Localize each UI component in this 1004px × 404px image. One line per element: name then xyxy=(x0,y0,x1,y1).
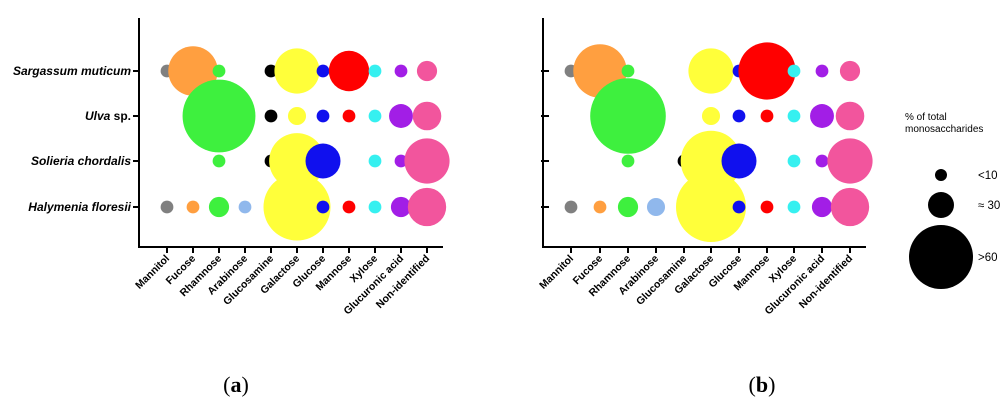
legend-bubble-2 xyxy=(928,192,954,218)
panel-b-bubble-sargassum-muticum-mannose xyxy=(738,42,796,100)
panel-b-bubble-halymenia-floresii-mannitol xyxy=(564,200,578,214)
panel-a-bubble-halymenia-floresii-arabinose xyxy=(238,200,252,214)
legend-title-line2: monosaccharides xyxy=(905,124,983,135)
panel-a-bubble-halymenia-floresii-rhamnose xyxy=(208,196,230,218)
panel-b-bubble-halymenia-floresii-fucose xyxy=(593,200,607,214)
panel-a-label: (a) xyxy=(223,372,249,397)
panel-b-bubble-ulva-glucuronic-acid xyxy=(810,104,834,128)
panel-a-bubble-ulva-glucuronic-acid xyxy=(389,104,413,128)
panel-b-bubble-halymenia-floresii-mannose xyxy=(760,200,774,214)
panel-a-bubble-solieria-chordalis-rhamnose xyxy=(212,154,226,168)
panel-a-bubble-sargassum-muticum-xylose xyxy=(368,64,382,78)
panel-a-bubble-sargassum-muticum-glucuronic-acid xyxy=(394,64,408,78)
panel-a-bubble-sargassum-muticum-glucosamine xyxy=(264,64,278,78)
panel-a-bubble-solieria-chordalis-xylose xyxy=(368,154,382,168)
panel-a-bubble-halymenia-floresii-glucuronic-acid xyxy=(390,196,412,218)
panel-a-bubble-halymenia-floresii-galactose xyxy=(263,173,331,241)
panel-b-bubble-halymenia-floresii-glucose xyxy=(732,200,746,214)
panel-a-bubble-halymenia-floresii-non-identified xyxy=(407,187,447,227)
legend-title-line1: % of total xyxy=(905,112,947,123)
legend-label-1: <10 xyxy=(978,170,998,182)
species-label-solieria-chordalis: Solieria chordalis xyxy=(31,154,131,168)
panel-b-bubble-halymenia-floresii-xylose xyxy=(787,200,801,214)
panel-a-bubble-sargassum-muticum-glucose xyxy=(316,64,330,78)
panel-b-category-label-mannitol: Mannitol xyxy=(537,253,576,292)
panel-b-bubble-sargassum-muticum-glucuronic-acid xyxy=(815,64,829,78)
panel-b-bubble-halymenia-floresii-glucuronic-acid xyxy=(811,196,833,218)
panel-b-bubble-halymenia-floresii-non-identified xyxy=(830,187,870,227)
panel-b-bubble-solieria-chordalis-non-identified xyxy=(827,138,873,184)
panel-a-category-label-mannitol: Mannitol xyxy=(133,253,172,292)
panel-b-bubble-solieria-chordalis-glucose xyxy=(721,143,757,179)
panel-a-bubble-ulva-non-identified xyxy=(412,101,442,131)
panel-b-bubble-sargassum-muticum-galactose xyxy=(688,48,734,94)
panel-b-bubble-ulva-non-identified xyxy=(835,101,865,131)
panel-a-bubble-sargassum-muticum-mannose xyxy=(328,50,370,92)
legend-label-2: ≈ 30 xyxy=(978,200,1000,212)
panel-a-bubble-solieria-chordalis-galactose xyxy=(269,133,325,189)
panel-a-bubble-ulva-xylose xyxy=(368,109,382,123)
panel-a-bubble-ulva-galactose xyxy=(287,106,307,126)
panel-b-chart: MannitolFucoseRhamnoseArabinoseGlucosami… xyxy=(537,18,873,397)
panel-a-bubble-halymenia-floresii-mannose xyxy=(342,200,356,214)
panel-b-bubble-ulva-rhamnose xyxy=(590,78,666,154)
panel-b-bubble-ulva-glucose xyxy=(732,109,746,123)
panel-a-bubble-halymenia-floresii-glucose xyxy=(316,200,330,214)
legend-bubble-1 xyxy=(935,169,947,181)
species-label-sargassum-muticum: Sargassum muticum xyxy=(13,64,131,78)
panel-a-bubble-ulva-rhamnose xyxy=(182,79,256,153)
panel-a-bubble-ulva-mannose xyxy=(342,109,356,123)
panel-b-bubble-halymenia-floresii-galactose xyxy=(676,172,746,242)
panel-b-bubble-solieria-chordalis-xylose xyxy=(787,154,801,168)
panel-b-bubble-ulva-mannose xyxy=(760,109,774,123)
panel-a-bubble-solieria-chordalis-non-identified xyxy=(404,138,450,184)
species-label-halymenia-floresii: Halymenia floresii xyxy=(28,200,131,214)
legend-label-3: >60 xyxy=(978,252,998,264)
panel-a-bubble-halymenia-floresii-mannitol xyxy=(160,200,174,214)
panel-a-bubble-sargassum-muticum-non-identified xyxy=(416,60,438,82)
panel-a-bubble-solieria-chordalis-glucuronic-acid xyxy=(394,154,408,168)
panel-b-label: (b) xyxy=(749,372,776,397)
legend-bubble-3 xyxy=(909,225,973,289)
panel-a-bubble-halymenia-floresii-fucose xyxy=(186,200,200,214)
panel-b-bubble-ulva-galactose xyxy=(701,106,721,126)
panel-a-bubble-ulva-glucose xyxy=(316,109,330,123)
panel-b-bubble-solieria-chordalis-glucuronic-acid xyxy=(815,154,829,168)
panel-a-bubble-halymenia-floresii-xylose xyxy=(368,200,382,214)
panel-a-bubble-sargassum-muticum-rhamnose xyxy=(212,64,226,78)
panel-b-bubble-ulva-xylose xyxy=(787,109,801,123)
panel-b-bubble-solieria-chordalis-rhamnose xyxy=(621,154,635,168)
panel-b-bubble-sargassum-muticum-non-identified xyxy=(839,60,861,82)
panel-b-bubble-halymenia-floresii-arabinose xyxy=(646,197,666,217)
panel-b-bubble-halymenia-floresii-rhamnose xyxy=(617,196,639,218)
panel-a-chart: Sargassum muticum Ulva sp. Solieria chorda… xyxy=(13,18,450,397)
panel-a-bubble-sargassum-muticum-galactose xyxy=(274,48,320,94)
panel-a-bubble-ulva-glucosamine xyxy=(264,109,278,123)
species-label-ulva: Ulva sp. xyxy=(85,109,131,123)
panel-b-bubble-sargassum-muticum-xylose xyxy=(787,64,801,78)
panel-b-bubble-sargassum-muticum-rhamnose xyxy=(621,64,635,78)
panel-a-bubble-solieria-chordalis-glucose xyxy=(305,143,341,179)
